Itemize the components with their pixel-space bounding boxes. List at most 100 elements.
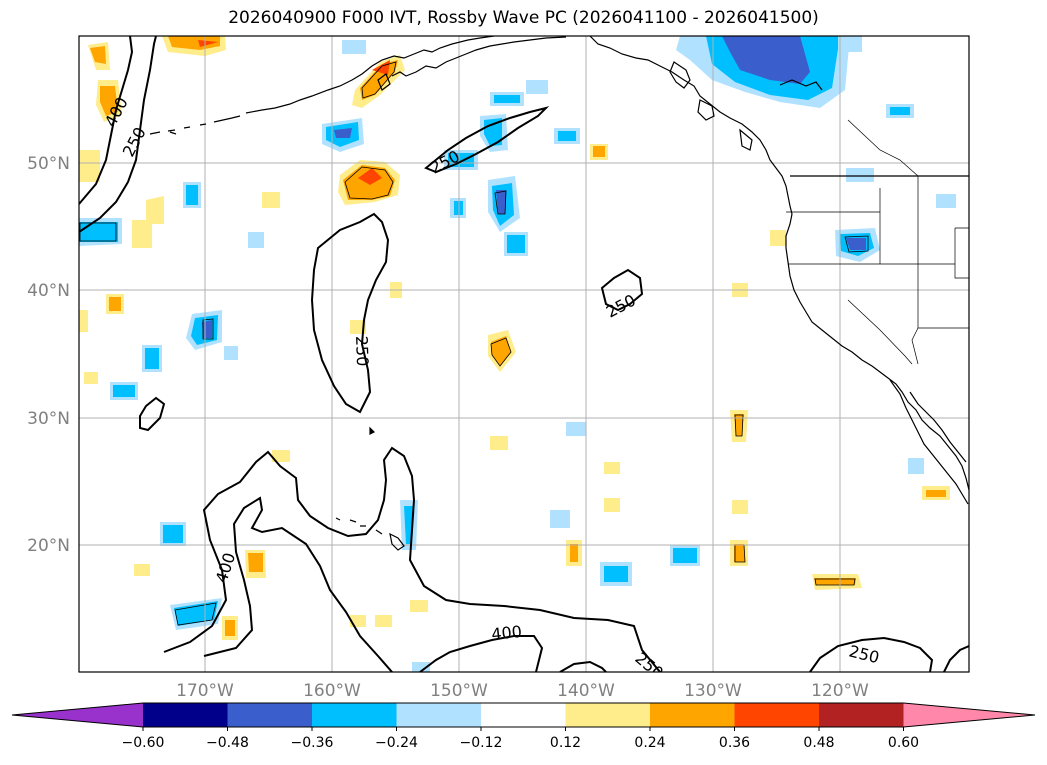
shade-blob xyxy=(491,336,511,366)
aleutian-coastline xyxy=(149,36,495,135)
colorbar-segment xyxy=(312,703,397,727)
longitude-axis: 170°W 160°W 150°W 140°W 130°W 120°W xyxy=(176,681,869,701)
shade-blob xyxy=(496,190,506,214)
state-border xyxy=(847,299,913,365)
lon-tick-label: 150°W xyxy=(430,681,488,701)
negative-anomaly-shading xyxy=(79,36,956,672)
shade-blob xyxy=(100,86,118,116)
colorbar-tick-label: 0.36 xyxy=(719,735,750,751)
baja-coastline xyxy=(889,379,969,505)
colorbar-tick-label: −0.12 xyxy=(460,735,503,751)
shade-blob xyxy=(814,578,856,585)
map-frame xyxy=(78,35,970,673)
shade-blob xyxy=(936,194,956,208)
anomaly-outline xyxy=(814,578,856,586)
ivt-contour-line xyxy=(79,36,134,205)
shade-blob xyxy=(79,222,118,242)
ivt-contour-line xyxy=(943,645,969,672)
anomaly-outline xyxy=(490,337,512,367)
anomaly-outline xyxy=(844,235,869,253)
shade-blob xyxy=(734,544,745,562)
colorbar-tick-label: 0.24 xyxy=(634,735,665,751)
colorbar-tick-label: 0.12 xyxy=(550,735,581,751)
shade-blob xyxy=(163,525,183,543)
shade-blob xyxy=(168,36,220,50)
map-title: 2026040900 F000 IVT, Rossby Wave PC (202… xyxy=(228,8,819,28)
island-coastline xyxy=(697,99,715,121)
lat-tick-label: 50°N xyxy=(27,154,70,174)
lon-tick-label: 130°W xyxy=(684,681,742,701)
anomaly-outline xyxy=(734,414,744,437)
shade-blob xyxy=(604,498,620,512)
colorbar-tick-label: −0.36 xyxy=(291,735,334,751)
shade-blob xyxy=(604,462,620,474)
anomaly-outline xyxy=(79,222,117,242)
graticule xyxy=(79,36,969,672)
ivt-contour-line xyxy=(809,636,934,672)
anomaly-outline xyxy=(174,602,217,626)
shade-blob xyxy=(224,346,238,360)
colorbar-segment xyxy=(565,703,651,727)
gulf-of-california-coastline xyxy=(909,391,967,463)
ivt-contour-line xyxy=(79,36,157,233)
shade-blob xyxy=(558,131,576,141)
shade-blob xyxy=(262,192,280,208)
colorbar-tick-label: 0.48 xyxy=(803,735,834,751)
shade-blob xyxy=(722,36,810,84)
colorbar: −0.60 −0.48 −0.36 −0.24 −0.12 0.12 0.24 0.36 0.4… xyxy=(11,702,1036,751)
colorbar-extend-max xyxy=(903,703,1035,727)
colorbar-segment xyxy=(481,703,566,727)
shade-blob xyxy=(248,553,263,572)
shade-blob xyxy=(410,600,428,612)
contour-label: 250 xyxy=(352,335,372,366)
shade-blob xyxy=(570,544,578,562)
colorbar-segment xyxy=(396,703,482,727)
shade-blob xyxy=(412,662,430,672)
hawaiian-island xyxy=(335,517,383,535)
ivt-contour-line xyxy=(559,660,607,672)
shade-blob xyxy=(134,564,150,576)
shade-blob xyxy=(593,146,605,157)
shade-blob xyxy=(132,220,152,248)
shade-blob xyxy=(248,232,264,248)
shade-blob xyxy=(494,95,520,103)
colorbar-segment xyxy=(650,703,735,727)
alaska-coastline xyxy=(589,36,793,215)
shade-blob xyxy=(225,620,235,636)
anomaly-outline xyxy=(202,318,214,340)
shade-blob xyxy=(186,185,198,205)
shade-blob xyxy=(526,80,548,94)
state-border xyxy=(954,227,969,279)
shade-blob xyxy=(79,150,100,182)
ivt-contour-line xyxy=(139,396,166,432)
colorbar-tick-label: 0.60 xyxy=(888,735,919,751)
colorbar-segment xyxy=(143,703,228,727)
lat-tick-label: 30°N xyxy=(27,409,70,429)
shade-blob xyxy=(113,385,135,397)
colorbar-segment xyxy=(227,703,313,727)
shade-blob xyxy=(732,500,748,514)
contour-label: 400 xyxy=(490,622,522,644)
shade-blob xyxy=(145,348,159,369)
shade-blob xyxy=(507,235,525,253)
ivt-contour-line xyxy=(419,635,544,672)
island-coastline xyxy=(377,73,391,91)
alaska-coastline xyxy=(391,36,567,77)
anomaly-outline xyxy=(494,190,507,215)
ivt-contour-line xyxy=(203,496,393,672)
shade-blob xyxy=(673,548,697,563)
anomaly-outline xyxy=(361,61,397,99)
anomaly-outlines xyxy=(79,61,869,626)
latitude-axis: 50°N 40°N 30°N 20°N xyxy=(27,154,70,556)
ivt-contours xyxy=(79,36,969,672)
shade-blob xyxy=(198,40,218,47)
colorbar-extend-min xyxy=(12,703,143,727)
ivt-contour-line xyxy=(424,106,550,174)
island-coastline xyxy=(169,131,177,135)
shade-blob xyxy=(490,436,508,450)
shade-blob xyxy=(342,40,366,54)
anomaly-outline xyxy=(344,166,394,200)
lon-tick-label: 170°W xyxy=(176,681,234,701)
ivt-contour-line xyxy=(163,446,661,672)
